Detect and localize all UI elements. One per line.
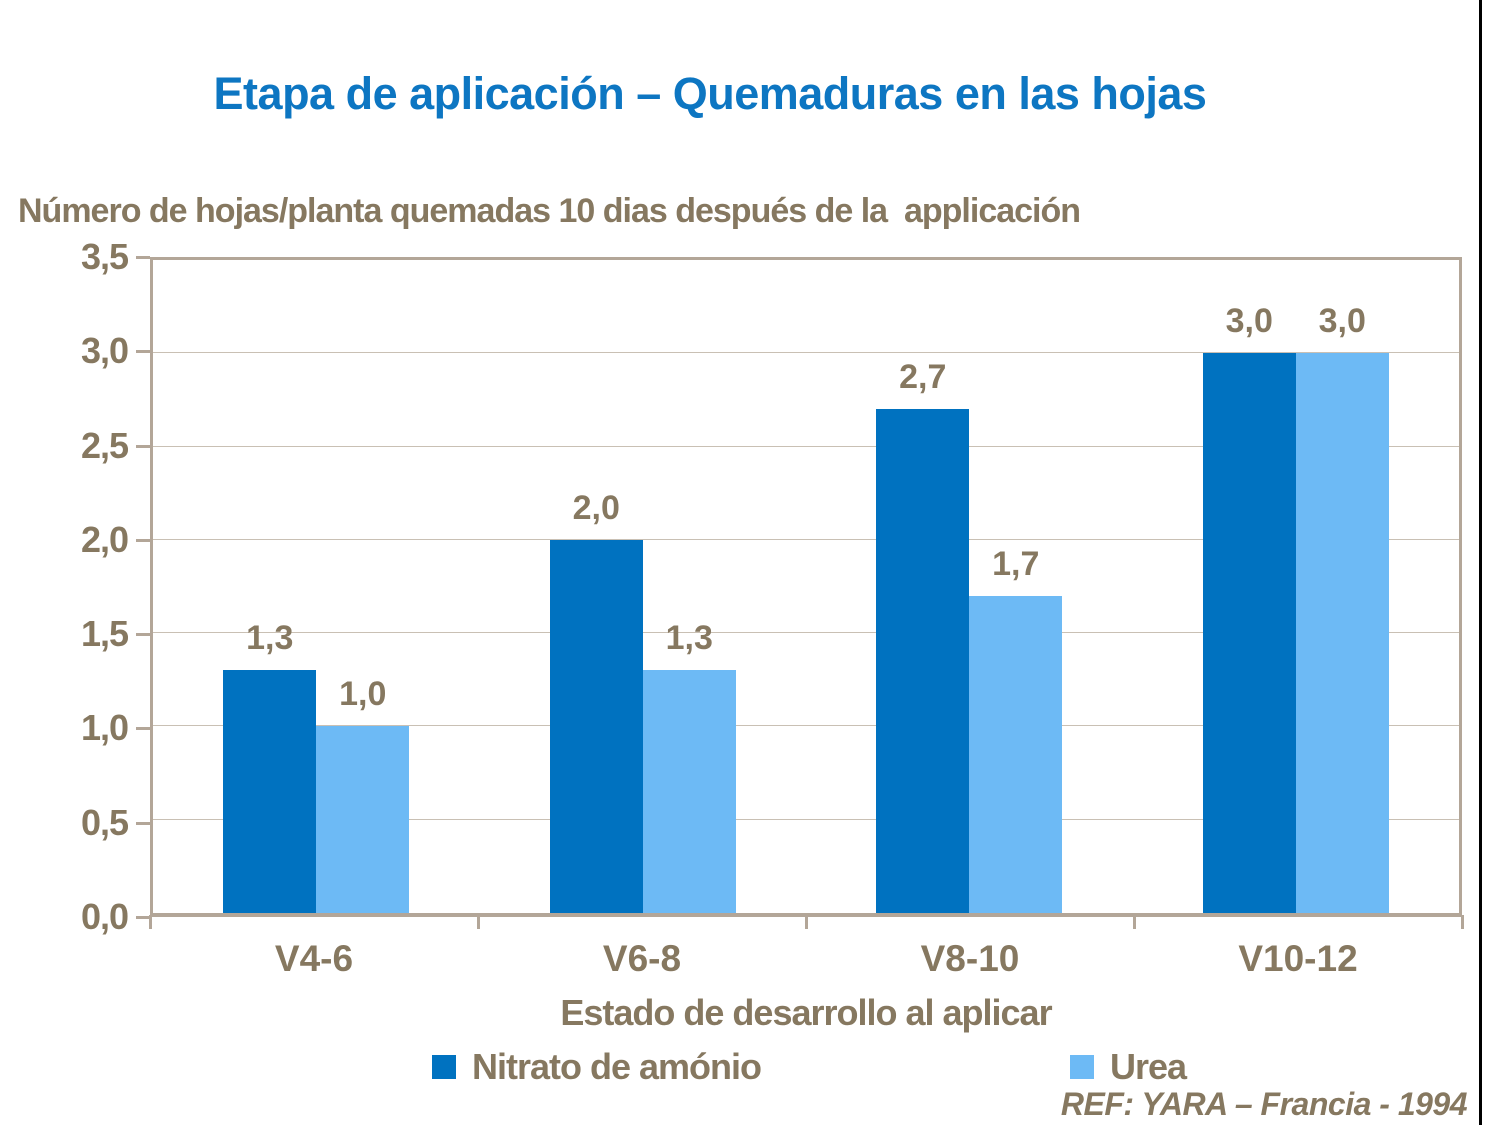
y-tick-mark [136,444,150,448]
x-axis-tick-labels: V4-6 V6-8 V8-10 V10-12 [150,938,1462,988]
bar-nitrato-V10-12 [1202,353,1296,913]
y-tick-label: 0,5 [80,801,129,843]
gridline [153,632,1459,634]
legend-swatch-nitrato-icon [432,1055,456,1079]
chart-subtitle: Número de hojas/planta quemadas 10 dias … [18,192,1081,230]
bar-nitrato-V6-8 [549,539,643,913]
gridline [153,538,1459,540]
bar-value-label: 1,7 [992,544,1040,583]
x-category-label: V4-6 [274,938,354,979]
y-tick-mark [136,916,150,919]
y-tick-mark [136,821,150,825]
bar-value-label: 3,0 [1318,302,1366,341]
bar-value-label: 2,7 [899,358,947,397]
bar-nitrato-V8-10 [876,409,970,913]
y-tick-label: 0,0 [80,896,129,937]
bar-nitrato-V4-6 [223,670,317,913]
bar-urea-V8-10 [969,595,1063,913]
y-tick-label: 2,5 [80,424,129,466]
x-axis-tick-marks [149,915,1464,931]
bar-urea-V4-6 [316,726,410,913]
y-tick-mark [136,256,150,259]
y-axis-tick-marks [136,256,150,919]
x-category-label: V6-8 [602,938,682,979]
gridline [153,445,1459,447]
x-tick-mark [805,915,808,929]
chart-legend: Nitrato de amónio Urea [150,1046,1462,1096]
x-tick-mark [149,915,152,929]
bar-urea-V6-8 [642,670,736,913]
x-category-label: V8-10 [920,938,1020,979]
bar-value-label: 1,3 [665,619,713,658]
y-tick-label: 2,0 [80,518,129,560]
y-tick-mark [136,727,150,731]
plot-area: 1,3 2,0 2,7 3,0 1,0 1,3 1,7 3,0 [150,257,1462,917]
x-tick-mark [1133,915,1136,929]
x-tick-mark [477,915,480,929]
bar-value-label: 1,0 [339,675,387,714]
gridline [153,818,1459,820]
window-edge-line [1479,0,1482,1125]
y-tick-label: 1,5 [80,613,129,655]
x-tick-mark [1461,915,1464,929]
y-tick-label: 3,5 [80,236,129,277]
x-axis-title: Estado de desarrollo al aplicar [560,992,1052,1033]
bar-value-label: 2,0 [572,488,620,527]
x-category-label: V10-12 [1238,938,1358,979]
gridline [153,725,1459,727]
bar-urea-V10-12 [1295,353,1389,913]
bar-value-label: 3,0 [1225,302,1273,341]
legend-label-urea: Urea [1110,1046,1187,1087]
y-tick-mark [136,633,150,637]
reference-text: REF: YARA – Francia - 1994 [1060,1086,1468,1122]
legend-item-nitrato: Nitrato de amónio [432,1046,762,1088]
y-tick-mark [136,538,150,542]
gridline [153,352,1459,354]
chart-title: Etapa de aplicación – Quemaduras en las … [213,68,1207,119]
bar-value-label: 1,3 [246,619,294,658]
y-axis-tick-labels: 0,0 0,5 1,0 1,5 2,0 2,5 3,0 3,5 [0,236,129,937]
legend-label-nitrato: Nitrato de amónio [472,1046,762,1087]
y-tick-label: 1,0 [80,707,129,749]
legend-swatch-urea-icon [1070,1055,1094,1079]
legend-item-urea: Urea [1070,1046,1187,1088]
y-tick-mark [136,350,150,354]
y-tick-label: 3,0 [80,330,129,372]
